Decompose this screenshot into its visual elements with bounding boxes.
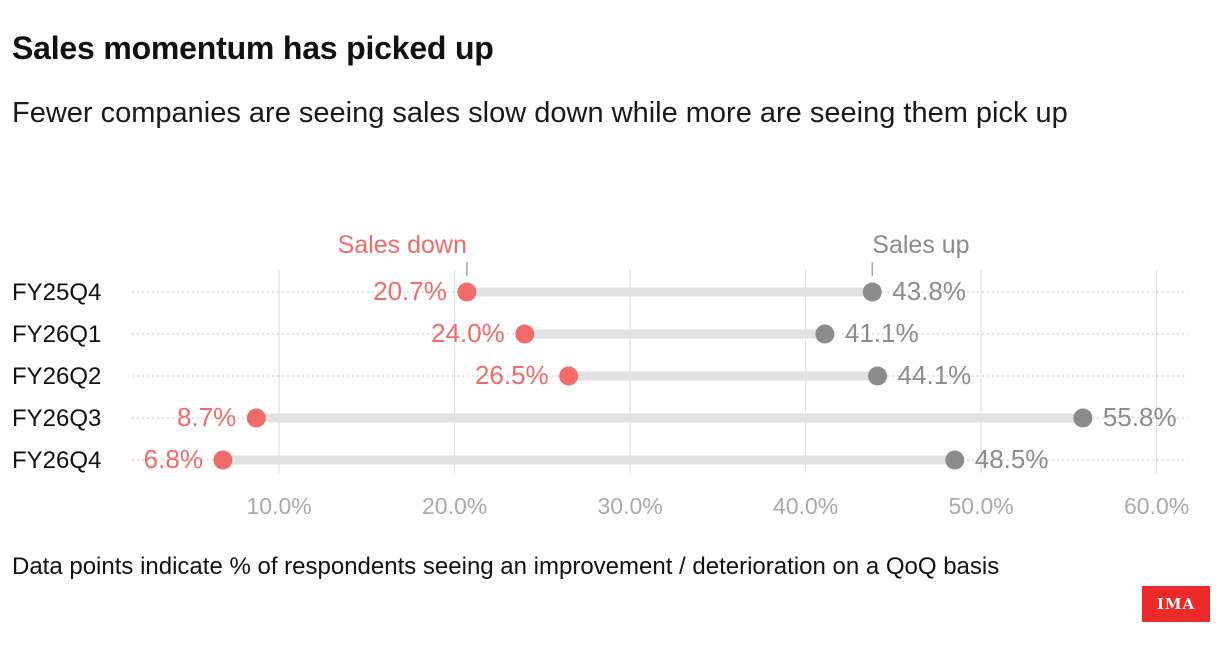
legend-layer: Sales down Sales up bbox=[338, 231, 970, 276]
category-label: FY26Q1 bbox=[12, 321, 101, 348]
x-tick-label: 60.0% bbox=[1124, 493, 1189, 519]
category-label: FY26Q2 bbox=[12, 363, 101, 390]
chart-subtitle: Fewer companies are seeing sales slow do… bbox=[12, 97, 1068, 129]
sales-down-value-label: 24.0% bbox=[431, 318, 505, 348]
sales-down-value-label: 6.8% bbox=[144, 444, 203, 474]
sales-down-point bbox=[559, 366, 579, 386]
x-tick-label: 40.0% bbox=[773, 493, 838, 519]
category-label: FY26Q4 bbox=[12, 447, 101, 474]
sales-down-point bbox=[515, 324, 535, 344]
category-label: FY26Q3 bbox=[12, 405, 101, 432]
legend-sales-down: Sales down bbox=[338, 231, 467, 259]
sales-down-value-label: 20.7% bbox=[373, 276, 447, 306]
sales-up-value-label: 41.1% bbox=[845, 318, 919, 348]
sales-down-value-label: 8.7% bbox=[177, 402, 236, 432]
chart-title: Sales momentum has picked up bbox=[12, 30, 494, 66]
legend-sales-up: Sales up bbox=[872, 231, 969, 259]
x-tick-label: 30.0% bbox=[597, 493, 662, 519]
sales-up-point bbox=[1073, 408, 1093, 428]
grid-layer: 10.0% 20.0% 30.0% 40.0% 50.0% 60.0% bbox=[246, 270, 1189, 519]
x-tick-label: 10.0% bbox=[246, 493, 311, 519]
row-layer: FY25Q4 20.7% 43.8% FY26Q1 24.0% 41.1% FY26Q2 26… bbox=[12, 276, 1188, 474]
dumbbell-chart: 10.0% 20.0% 30.0% 40.0% 50.0% 60.0% FY25Q4 20.… bbox=[12, 231, 1189, 519]
sales-down-point bbox=[213, 450, 233, 470]
sales-up-value-label: 44.1% bbox=[898, 360, 972, 390]
footnote: Data points indicate % of respondents se… bbox=[12, 553, 1000, 580]
sales-up-value-label: 43.8% bbox=[892, 276, 966, 306]
sales-up-point bbox=[862, 282, 882, 302]
sales-down-point bbox=[246, 408, 266, 428]
sales-down-point bbox=[457, 282, 477, 302]
x-tick-label: 20.0% bbox=[422, 493, 487, 519]
sales-up-value-label: 55.8% bbox=[1103, 402, 1177, 432]
ima-logo: IMA bbox=[1142, 586, 1210, 622]
sales-up-value-label: 48.5% bbox=[975, 444, 1049, 474]
sales-up-point bbox=[868, 366, 888, 386]
sales-up-point bbox=[815, 324, 835, 344]
sales-up-point bbox=[945, 450, 965, 470]
category-label: FY25Q4 bbox=[12, 279, 101, 306]
x-tick-label: 50.0% bbox=[948, 493, 1013, 519]
sales-down-value-label: 26.5% bbox=[475, 360, 549, 390]
